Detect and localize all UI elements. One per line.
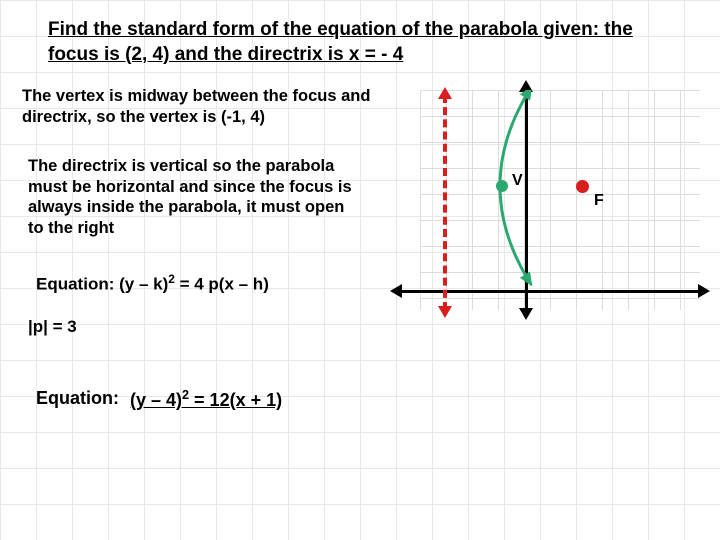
- final-eq-suffix: = 12(x + 1): [189, 390, 282, 410]
- equation-form-suffix: = 4 p(x – h): [175, 275, 269, 294]
- problem-title: Find the standard form of the equation o…: [48, 18, 688, 67]
- equation-form-prefix: Equation: (y – k): [36, 275, 168, 294]
- focus-point: [576, 180, 589, 193]
- parabola-curve: [380, 90, 700, 330]
- final-eq-sup: 2: [182, 388, 189, 402]
- directrix-explanation: The directrix is vertical so the parabol…: [28, 156, 358, 239]
- vertex-label: V: [512, 172, 523, 190]
- equation-form: Equation: (y – k)2 = 4 p(x – h): [36, 272, 269, 295]
- final-equation: (y – 4)2 = 12(x + 1): [130, 388, 282, 411]
- final-eq-prefix: (y – 4): [130, 390, 182, 410]
- vertex-explanation: The vertex is midway between the focus a…: [22, 86, 382, 127]
- equation-form-sup: 2: [168, 272, 175, 286]
- final-equation-label: Equation:: [36, 388, 119, 409]
- graph-area: V F: [380, 90, 700, 330]
- p-value: |p| = 3: [28, 316, 77, 337]
- vertex-point: [496, 180, 508, 192]
- focus-label: F: [594, 192, 604, 210]
